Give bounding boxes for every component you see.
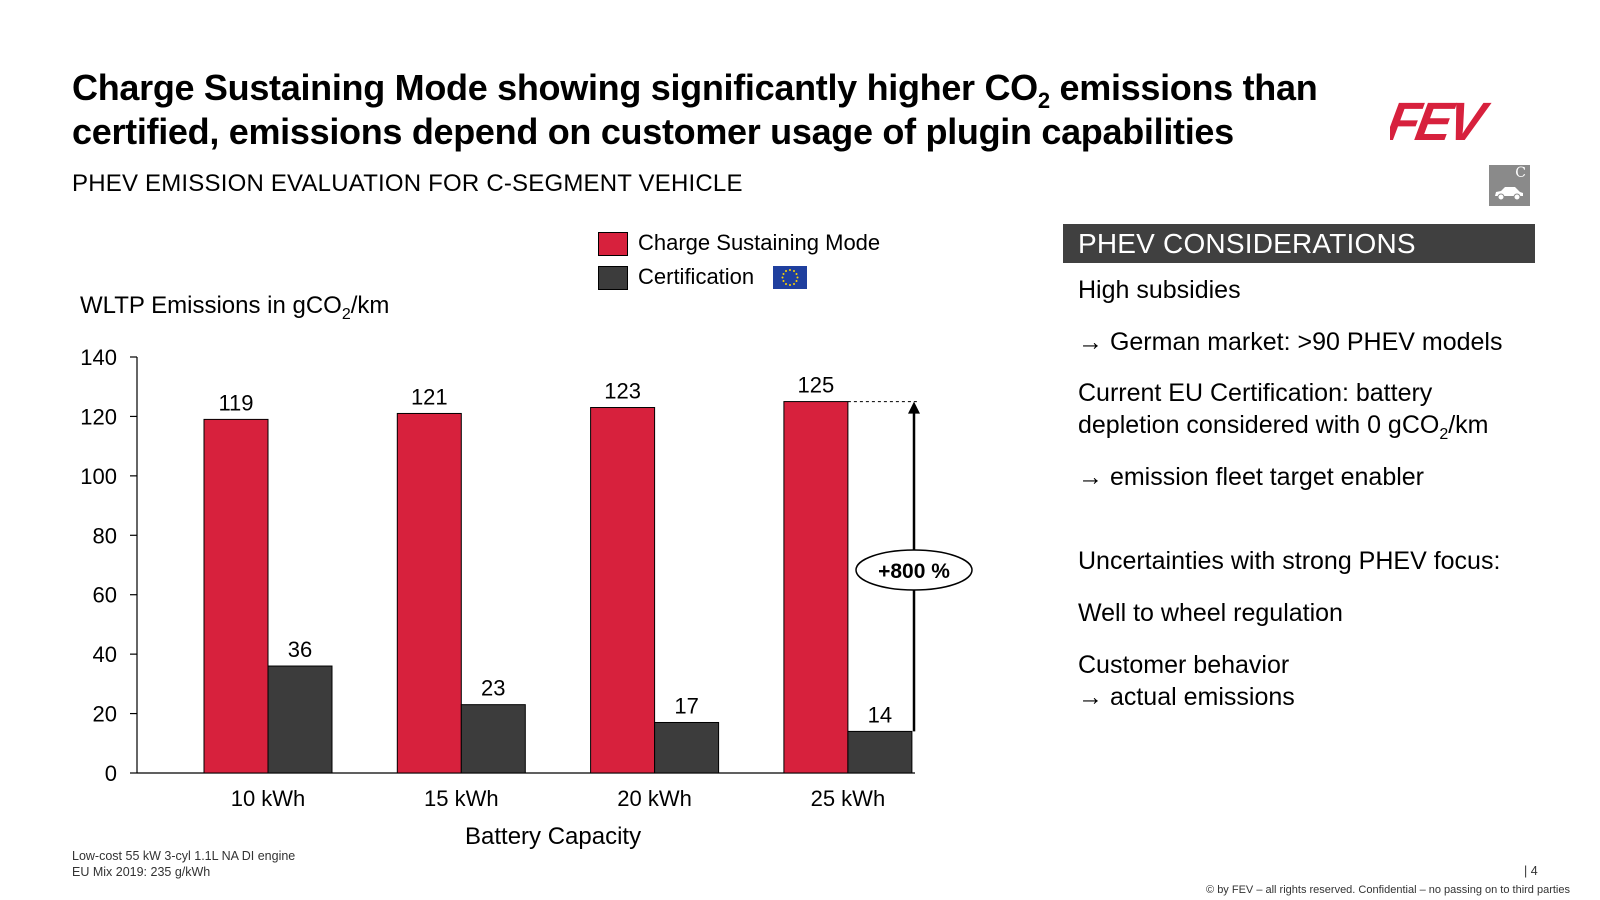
annotation-label: +800 % xyxy=(878,560,950,583)
bar-value-label: 36 xyxy=(288,637,312,662)
copyright: © by FEV – all rights reserved. Confiden… xyxy=(1206,884,1570,896)
x-tick-label: 20 kWh xyxy=(617,786,692,811)
y-tick-label: 0 xyxy=(105,761,117,786)
x-tick-label: 15 kWh xyxy=(424,786,499,811)
bar-certification xyxy=(847,730,913,774)
legend-swatch-certification xyxy=(598,266,628,290)
legend-label: Charge Sustaining Mode xyxy=(638,230,881,255)
page-number: | 4 xyxy=(1524,864,1538,878)
panel-item-fleet-target: → emission fleet target enabler xyxy=(1078,463,1425,491)
bar-value-label: 23 xyxy=(481,676,505,701)
panel-item-subsidies: High subsidies xyxy=(1078,276,1241,304)
panel-item-well-to-wheel: Well to wheel regulation xyxy=(1078,599,1343,627)
x-tick-label: 10 kWh xyxy=(231,786,306,811)
y-tick-label: 100 xyxy=(80,464,117,489)
bar-certification xyxy=(654,721,720,774)
legend-label: Certification xyxy=(638,264,755,289)
panel-item-uncertainties: Uncertainties with strong PHEV focus: xyxy=(1078,547,1501,575)
annotation-arrow-head xyxy=(908,401,920,414)
footnote-engine: Low-cost 55 kW 3-cyl 1.1L NA DI engine xyxy=(72,849,296,863)
bar-charge-sustaining xyxy=(203,418,269,774)
y-tick-label: 140 xyxy=(80,345,117,370)
y-tick-label: 120 xyxy=(80,404,117,429)
x-axis-title: Battery Capacity xyxy=(465,823,642,850)
svg-text:FEV: FEV xyxy=(1390,96,1494,146)
segment-letter: C xyxy=(1515,165,1526,181)
c-segment-car-icon: C xyxy=(1489,165,1530,206)
panel-item-eu-certification: Current EU Certification: battery deplet… xyxy=(1078,379,1489,443)
x-tick-label: 25 kWh xyxy=(811,786,886,811)
panel-item-customer-behavior: Customer behavior xyxy=(1078,651,1290,679)
bar-value-label: 17 xyxy=(674,693,698,718)
panel-header: PHEV CONSIDERATIONS xyxy=(1063,224,1535,263)
bar-certification xyxy=(460,704,526,774)
y-tick-label: 40 xyxy=(93,642,117,667)
panel-item-german-market: → German market: >90 PHEV models xyxy=(1078,328,1503,356)
bar-value-label: 119 xyxy=(218,390,253,415)
bar-chart: 0 20 40 60 80 100 120 140 119 36 10 kWh 121 23 15 kWh… xyxy=(80,345,973,811)
bar-charge-sustaining xyxy=(590,407,656,774)
phev-considerations-panel: PHEV CONSIDERATIONS High subsidies → Ger… xyxy=(1063,224,1535,711)
bar-charge-sustaining xyxy=(783,401,849,774)
bar-certification xyxy=(267,665,333,774)
bar-value-label: 14 xyxy=(868,702,892,727)
slide-subtitle: PHEV EMISSION EVALUATION FOR C-SEGMENT V… xyxy=(72,170,743,197)
fev-logo: FEV xyxy=(1382,91,1540,152)
bar-value-label: 125 xyxy=(798,373,835,398)
annotation-ellipse xyxy=(855,549,973,591)
y-tick-label: 20 xyxy=(93,702,117,727)
bar-value-label: 121 xyxy=(411,384,448,409)
legend-swatch-charge-sustaining xyxy=(598,232,628,256)
eu-flag-icon xyxy=(773,266,807,289)
y-axis-title: WLTP Emissions in gCO2/km xyxy=(80,292,390,323)
bar-value-label: 123 xyxy=(604,379,641,404)
footnote-eu-mix: EU Mix 2019: 235 g/kWh xyxy=(72,865,211,879)
y-tick-label: 60 xyxy=(93,583,117,608)
bar-charge-sustaining xyxy=(396,412,462,774)
slide-title: Charge Sustaining Mode showing significa… xyxy=(72,67,1318,152)
footnote: Low-cost 55 kW 3-cyl 1.1L NA DI engine E… xyxy=(72,848,295,880)
panel-item-actual-emissions: → actual emissions xyxy=(1078,683,1295,711)
y-tick-label: 80 xyxy=(93,523,117,548)
